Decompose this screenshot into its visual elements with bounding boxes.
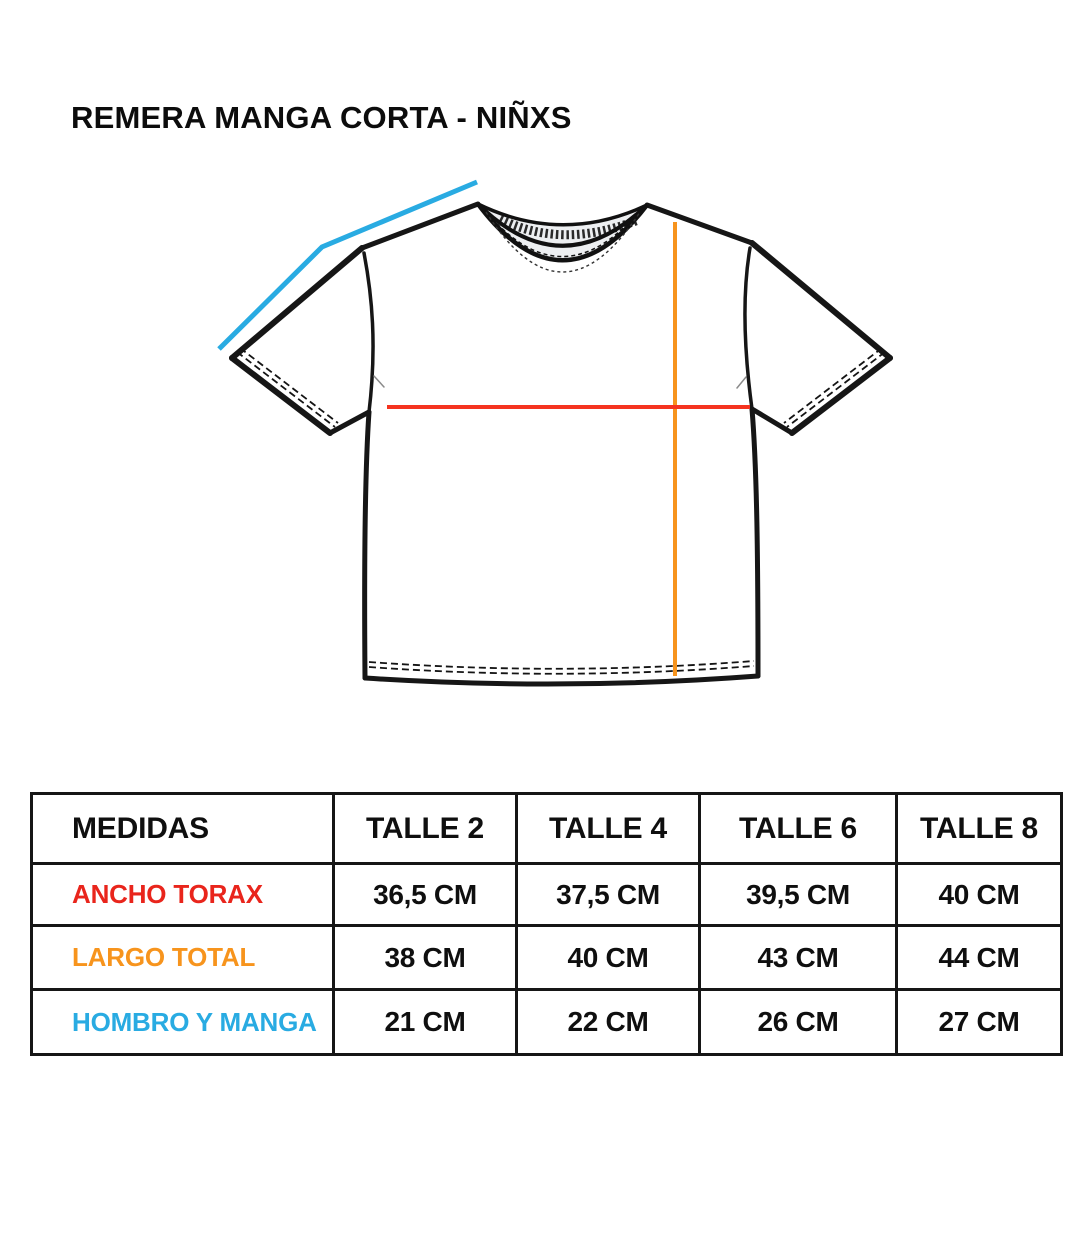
row-label-ancho-torax: ANCHO TORAX <box>30 862 335 927</box>
shoulder-sleeve-measure-line <box>217 179 478 351</box>
cell-hombro-y-manga-talle-6: 26 CM <box>698 988 898 1056</box>
cell-hombro-y-manga-talle-8: 27 CM <box>895 988 1063 1056</box>
table-row-largo-total: LARGO TOTAL 38 CM 40 CM 43 CM 44 CM <box>30 924 1063 991</box>
cell-ancho-torax-talle-8: 40 CM <box>895 862 1063 927</box>
page-title: REMERA MANGA CORTA - NIÑXS <box>71 100 572 135</box>
stitch-details <box>236 347 886 675</box>
table-row-hombro-y-manga: HOMBRO Y MANGA 21 CM 22 CM 26 CM 27 CM <box>30 988 1063 1056</box>
collar <box>476 202 649 273</box>
tshirt-outline <box>229 201 893 687</box>
size-table: MEDIDAS TALLE 2 TALLE 4 TALLE 6 TALLE 8 … <box>30 792 1063 1056</box>
row-label-hombro-y-manga: HOMBRO Y MANGA <box>30 988 335 1056</box>
cell-ancho-torax-talle-4: 37,5 CM <box>515 862 701 927</box>
tshirt-technical-drawing <box>217 179 893 687</box>
cell-largo-total-talle-4: 40 CM <box>515 924 701 991</box>
cell-ancho-torax-talle-2: 36,5 CM <box>332 862 518 927</box>
table-header-row: MEDIDAS TALLE 2 TALLE 4 TALLE 6 TALLE 8 <box>30 792 1063 865</box>
cell-hombro-y-manga-talle-4: 22 CM <box>515 988 701 1056</box>
cell-largo-total-talle-2: 38 CM <box>332 924 518 991</box>
table-header-talle-6: TALLE 6 <box>698 792 898 865</box>
cell-largo-total-talle-8: 44 CM <box>895 924 1063 991</box>
cell-ancho-torax-talle-6: 39,5 CM <box>698 862 898 927</box>
table-header-medidas: MEDIDAS <box>30 792 335 865</box>
table-header-talle-8: TALLE 8 <box>895 792 1063 865</box>
table-header-talle-4: TALLE 4 <box>515 792 701 865</box>
table-header-talle-2: TALLE 2 <box>332 792 518 865</box>
table-row-ancho-torax: ANCHO TORAX 36,5 CM 37,5 CM 39,5 CM 40 C… <box>30 862 1063 927</box>
cell-hombro-y-manga-talle-2: 21 CM <box>332 988 518 1056</box>
row-label-largo-total: LARGO TOTAL <box>30 924 335 991</box>
cell-largo-total-talle-6: 43 CM <box>698 924 898 991</box>
